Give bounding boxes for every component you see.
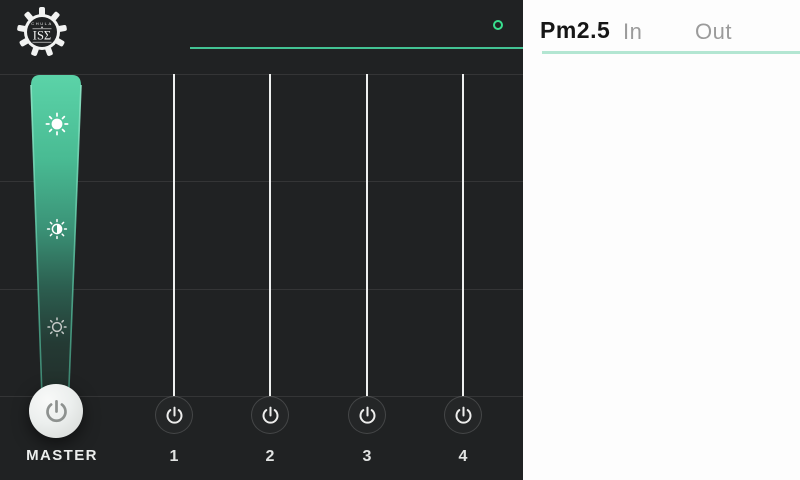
channel-3-power-button[interactable] (348, 396, 386, 434)
grid-line-horizontal (0, 74, 523, 75)
channel-3-slider-track[interactable] (366, 74, 368, 396)
tab-in[interactable]: In (623, 19, 643, 44)
power-icon (359, 406, 375, 424)
master-brightness-slider[interactable] (24, 72, 88, 414)
pm25-title: Pm2.5 (540, 17, 611, 43)
channel-4-power-button[interactable] (444, 396, 482, 434)
power-icon (262, 406, 278, 424)
channel-2-slider-track[interactable] (269, 74, 271, 396)
grid-line-horizontal (0, 289, 523, 290)
power-icon (455, 406, 471, 424)
gear-logo-icon: CHULA ISΣ (17, 7, 67, 56)
channel-3-label: 3 (362, 448, 372, 465)
channel-4-slider-track[interactable] (462, 74, 464, 396)
tab-underline (542, 51, 800, 54)
channel-1-label: 1 (169, 448, 179, 465)
channel-1-slider-track[interactable] (173, 74, 175, 396)
channel-1-power-button[interactable] (155, 396, 193, 434)
power-icon (45, 399, 67, 422)
tab-out[interactable]: Out (695, 19, 732, 44)
top-divider-line (190, 47, 523, 49)
master-label: MASTER (26, 447, 98, 464)
logo-main-text: ISΣ (33, 29, 51, 43)
grid-line-horizontal (0, 181, 523, 182)
power-icon (166, 406, 182, 424)
lighting-control-panel: CHULA ISΣ (0, 0, 523, 480)
channel-2-label: 2 (265, 448, 275, 465)
channel-2-power-button[interactable] (251, 396, 289, 434)
status-ring-icon (493, 20, 503, 30)
master-power-button[interactable] (29, 384, 83, 438)
brightness-medium-icon (46, 218, 68, 240)
grid-line-horizontal (0, 396, 523, 397)
brightness-high-icon (45, 112, 69, 136)
logo-top-text: CHULA (31, 21, 53, 26)
channel-4-label: 4 (458, 448, 468, 465)
air-quality-panel: Pm2.5 In Out (523, 0, 800, 480)
brightness-low-icon (47, 317, 67, 337)
